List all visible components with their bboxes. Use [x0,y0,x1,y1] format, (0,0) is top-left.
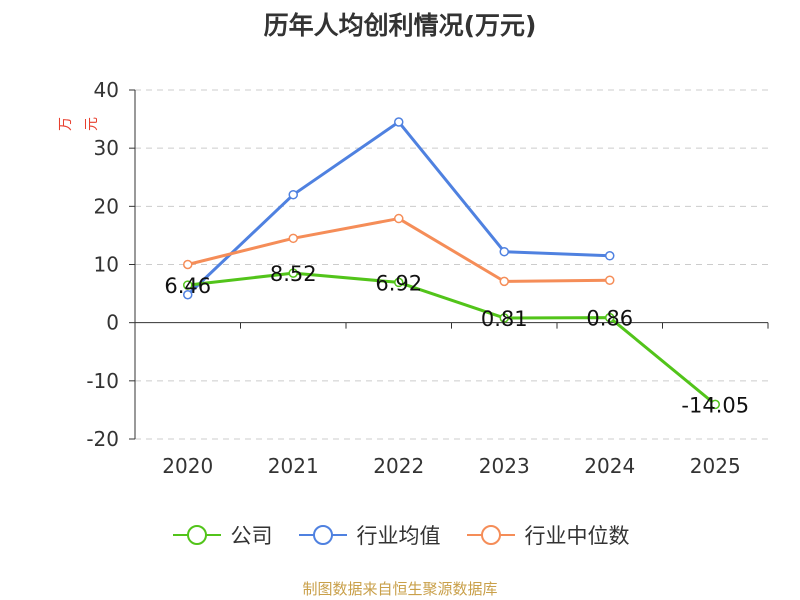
data-point [394,117,404,127]
data-label: 6.46 [164,274,211,298]
legend-marker [480,525,501,545]
data-point [183,259,193,270]
y-tick-label: -20 [86,427,119,451]
data-label: 8.52 [270,262,317,286]
data-point [605,275,615,285]
data-point [499,276,509,287]
legend-label-industry-average: 行业均值 [356,524,441,548]
legend-item-industry-median[interactable]: 行业中位数 [465,520,630,550]
data-label: -14.05 [681,393,749,417]
legend-marker [312,525,333,545]
legend-swatch-industry-median [466,525,515,545]
data-point [605,312,615,323]
x-tick-label: 2023 [479,454,530,478]
x-tick-label: 2020 [162,454,213,478]
data-point [183,289,193,300]
x-tick-label: 2025 [690,454,741,478]
legend-item-industry-average[interactable]: 行业均值 [297,520,441,550]
data-label: 0.86 [586,307,633,331]
legend-label-company: 公司 [230,524,273,548]
y-tick-label: 10 [94,253,119,277]
data-point [394,213,404,224]
x-tick-label: 2021 [268,454,319,478]
data-label: 0.81 [481,307,528,331]
series-line [187,271,717,406]
legend-item-company[interactable]: 公司 [171,520,273,550]
chart-title: 历年人均创利情况(万元) [263,11,537,40]
data-label: 6.92 [375,271,422,295]
y-tick-label: 30 [94,136,119,160]
chart-legend: 公司 行业均值 行业中位数 [0,520,800,550]
y-tick-label: 20 [94,194,119,218]
data-point [183,280,193,290]
legend-marker [186,525,207,545]
y-tick-label: -10 [86,369,119,393]
x-tick-label: 2022 [373,454,424,478]
legend-swatch-company [172,525,221,545]
x-tick-label: 2024 [584,454,635,478]
y-tick-label: 0 [106,311,119,335]
data-point [710,399,720,410]
data-point [288,189,298,200]
legend-label-industry-median: 行业中位数 [524,524,630,548]
data-point [288,268,298,278]
y-tick-label: 40 [94,78,119,102]
data-point [288,233,298,244]
data-point [499,246,509,257]
data-point [499,313,509,323]
data-point [394,277,404,288]
legend-swatch-industry-average [298,525,347,545]
data-point [605,251,615,261]
data-source-note: 制图数据来自恒生聚源数据库 [302,580,498,598]
